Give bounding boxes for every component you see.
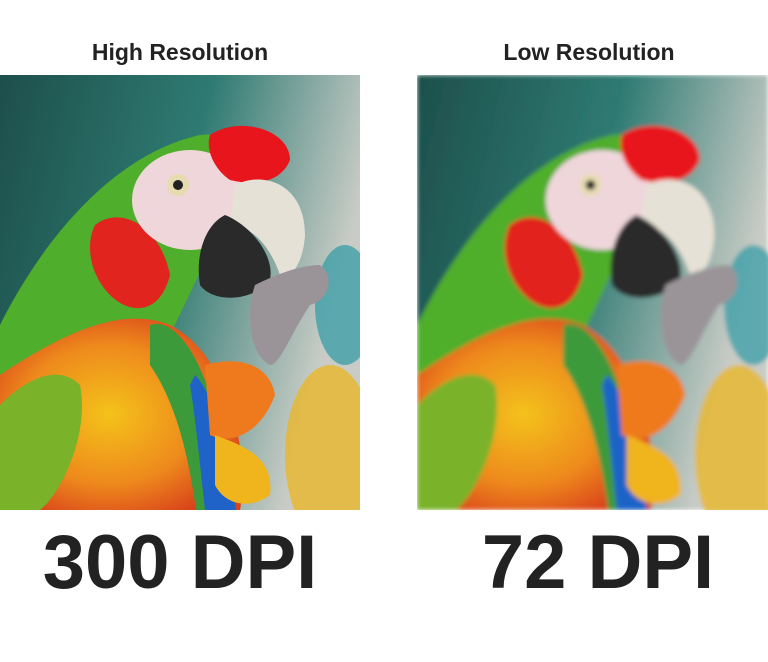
high-res-image: [0, 75, 360, 510]
panel-title: Low Resolution: [503, 39, 674, 65]
parrot-photo: [0, 75, 360, 510]
dpi-label: 72 DPI: [482, 520, 714, 605]
panel-title: High Resolution: [92, 39, 268, 65]
dpi-label: 300 DPI: [43, 520, 318, 605]
parrot-photo-blurred: [417, 75, 768, 510]
low-res-image: [417, 75, 768, 510]
